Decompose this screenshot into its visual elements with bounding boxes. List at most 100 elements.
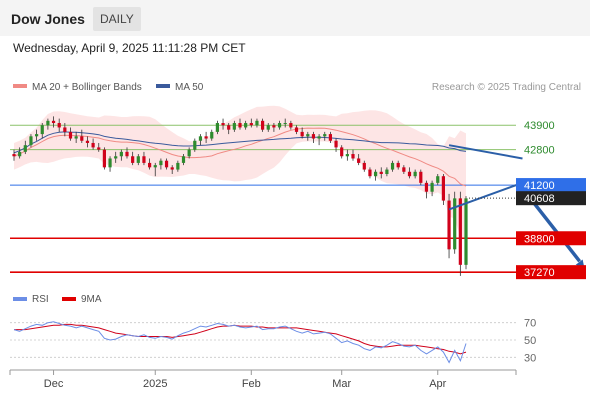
rsi-plot: 70 50 30	[10, 318, 536, 364]
bear-candle	[351, 154, 355, 159]
bull-candle	[210, 131, 214, 139]
bull-candle	[385, 169, 389, 174]
bear-candle	[85, 140, 90, 143]
bear-candle	[91, 142, 95, 148]
bull-candle	[436, 176, 440, 183]
rsi-ma9-line	[14, 323, 467, 355]
bear-candle	[12, 154, 16, 157]
bear-candle	[407, 171, 412, 177]
bull-candle	[277, 123, 282, 128]
rsi-level-label-70: 70	[524, 318, 536, 330]
bull-candle	[29, 136, 33, 146]
bull-candle	[159, 160, 163, 166]
bear-candle	[68, 131, 73, 139]
trendline-1	[448, 144, 523, 160]
bear-candle	[51, 120, 56, 124]
bear-candle	[289, 123, 293, 128]
bull-candle	[35, 134, 39, 137]
bull-candle	[114, 156, 118, 159]
level-label-38800: 38800	[524, 233, 555, 245]
bull-candle	[306, 134, 310, 137]
bear-candle	[57, 123, 61, 128]
bull-candle	[323, 134, 327, 137]
x-tick-label: Dec	[44, 378, 64, 390]
bull-candle	[136, 156, 140, 163]
last-price-label: 40608	[524, 193, 555, 205]
bull-candle	[187, 149, 191, 157]
timestamp: Wednesday, April 9, 2025 11:11:28 PM CET	[13, 41, 246, 55]
bull-candle	[74, 136, 78, 139]
bear-candle	[379, 171, 383, 174]
bull-candle	[317, 136, 321, 139]
bear-candle	[170, 167, 174, 170]
bear-candle	[238, 123, 242, 128]
last-price-tag	[516, 191, 586, 206]
bull-candle	[283, 123, 287, 125]
bear-candle	[97, 147, 101, 150]
bull-candle	[345, 154, 349, 157]
rsi-legend: RSI 9MA	[13, 294, 102, 305]
bull-candle	[40, 125, 44, 135]
bear-candle	[328, 134, 332, 141]
bear-candle	[227, 125, 231, 130]
top-bar: Dow Jones DAILY	[0, 0, 590, 36]
bear-candle	[447, 200, 451, 250]
level-tag-41200	[516, 178, 586, 193]
bear-candle	[419, 171, 423, 183]
level-label-41200: 41200	[524, 180, 555, 192]
x-tick-label: Apr	[429, 378, 446, 390]
bear-candle	[125, 151, 129, 157]
bear-candle	[458, 198, 462, 265]
ma20-swatch	[13, 84, 27, 88]
bear-candle	[441, 176, 445, 201]
bull-candle	[119, 151, 123, 157]
bull-candle	[215, 123, 219, 132]
bull-candle	[46, 120, 50, 126]
level-tag-37270	[516, 265, 586, 280]
main-plot	[10, 105, 585, 276]
ma9-legend-label: 9MA	[81, 294, 102, 305]
bull-candle	[18, 151, 22, 157]
level-label-43900: 43900	[524, 120, 555, 132]
bull-candle	[266, 125, 270, 130]
bear-candle	[221, 123, 225, 126]
bear-candle	[204, 136, 208, 139]
bear-candle	[102, 149, 106, 168]
bear-candle	[368, 169, 372, 177]
bull-candle	[181, 156, 186, 163]
period-button[interactable]: DAILY	[93, 7, 141, 31]
rsi-legend-label: RSI	[32, 294, 49, 305]
bull-candle	[374, 171, 378, 177]
bull-candle	[390, 162, 395, 170]
trendline-2	[448, 181, 523, 211]
level-labels: 43900 42800 41200 38800 37270 40608	[516, 120, 586, 280]
level-label-37270: 37270	[524, 267, 555, 279]
bear-candle	[261, 120, 265, 130]
bear-candle	[148, 162, 152, 168]
bear-candle	[362, 162, 366, 170]
ma20-line	[13, 127, 467, 187]
ma9-swatch	[62, 297, 76, 301]
bear-candle	[142, 156, 146, 163]
bull-candle	[176, 162, 180, 170]
bear-candle	[396, 162, 400, 168]
instrument-title: Dow Jones	[11, 11, 85, 27]
rsi-level-label-50: 50	[524, 335, 536, 347]
x-tick-label: 2025	[143, 378, 167, 390]
bear-candle	[249, 123, 253, 126]
bull-candle	[413, 171, 417, 177]
bear-candle	[164, 160, 169, 168]
bull-candle	[453, 198, 457, 250]
bull-candle	[108, 158, 112, 168]
chart-legend: MA 20 + Bollinger Bands MA 50 Research ©…	[13, 82, 581, 93]
bull-candle	[232, 123, 236, 130]
bull-candle	[430, 182, 434, 192]
bull-candle	[244, 123, 248, 128]
bear-candle	[131, 156, 135, 163]
bear-candle	[294, 127, 299, 132]
bull-candle	[255, 120, 259, 126]
level-tag-38800	[516, 231, 586, 246]
credit-text: Research © 2025 Trading Central	[432, 82, 581, 93]
bull-candle	[464, 198, 468, 265]
rsi-level-label-30: 30	[524, 352, 536, 364]
